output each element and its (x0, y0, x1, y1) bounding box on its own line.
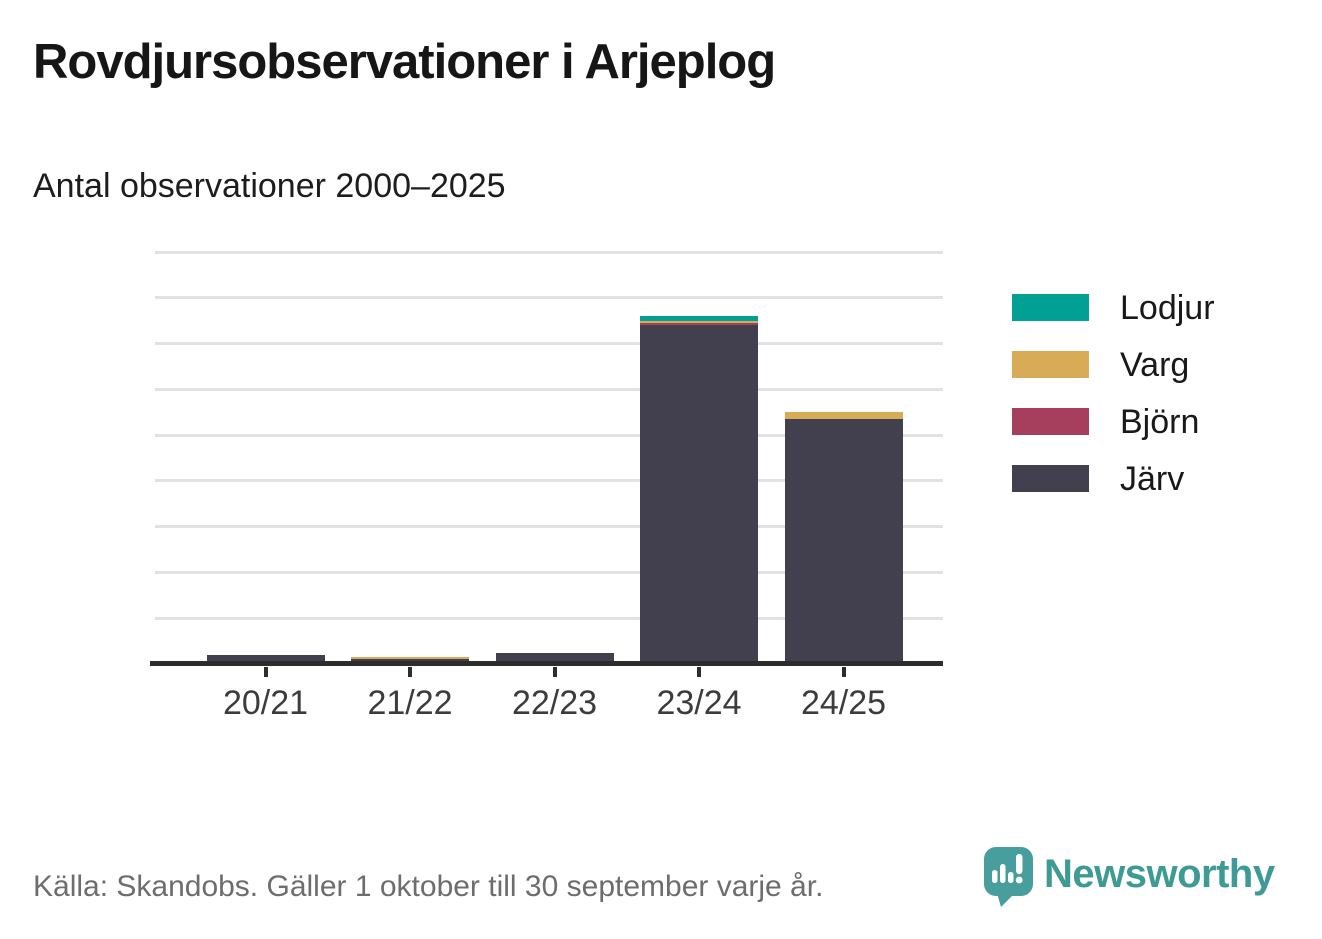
legend-item-björn: Björn (1012, 405, 1215, 439)
legend-item-järv: Järv (1012, 462, 1215, 496)
bar-segment-varg (640, 320, 758, 323)
logo-text: Newsworthy (1044, 852, 1275, 896)
gridline (155, 387, 943, 391)
legend-label: Varg (1120, 345, 1190, 384)
legend-label: Lodjur (1120, 288, 1215, 327)
bar-segment-järv (495, 652, 614, 664)
bar-segment-varg (784, 412, 903, 420)
legend-label: Björn (1120, 402, 1200, 441)
gridline (155, 616, 943, 620)
bar-segment-järv (206, 654, 325, 664)
x-axis-tick-label: 23/24 (656, 684, 742, 722)
newsworthy-logo: Newsworthy (984, 847, 1275, 907)
page-title: Rovdjursobservationer i Arjeplog (33, 35, 776, 89)
legend-swatch (1012, 408, 1089, 435)
chart-legend: Lodjur Varg Björn Järv (1012, 291, 1215, 522)
x-axis-tick (697, 667, 701, 677)
x-axis-tick (841, 667, 846, 677)
x-axis-tick-label: 24/25 (800, 684, 887, 722)
gridline (155, 250, 943, 254)
bar-segment-järv (640, 325, 758, 664)
source-text: Källa: Skandobs. Gäller 1 oktober till 3… (33, 870, 824, 903)
x-axis-tick-label: 22/23 (511, 684, 598, 722)
legend-item-varg: Varg (1012, 348, 1215, 382)
legend-swatch (1012, 351, 1089, 378)
gridline (155, 570, 943, 574)
x-axis-tick (552, 667, 557, 677)
bar-segment-järv (784, 419, 903, 664)
chart-subtitle: Antal observationer 2000–2025 (33, 167, 506, 205)
bar-segment-lodjur (640, 316, 758, 321)
x-axis-line (150, 661, 943, 666)
gridline (155, 296, 943, 300)
bar-segment-varg (351, 657, 469, 660)
x-axis-tick-label: 21/22 (367, 684, 453, 722)
gridline (155, 525, 943, 529)
bar-segment-björn (640, 322, 758, 326)
gridline (155, 433, 943, 437)
x-axis-tick (263, 667, 268, 677)
x-axis-tick (408, 667, 412, 677)
legend-item-lodjur: Lodjur (1012, 291, 1215, 325)
speech-bubble-chart-icon (984, 847, 1033, 907)
x-axis-tick-label: 20/21 (222, 684, 309, 722)
gridline (155, 342, 943, 346)
legend-swatch (1012, 465, 1089, 492)
plot-area: 02040608010012014016018020/2121/2222/232… (150, 250, 943, 722)
gridline (155, 479, 943, 483)
legend-label: Järv (1120, 459, 1185, 498)
legend-swatch (1012, 294, 1089, 321)
